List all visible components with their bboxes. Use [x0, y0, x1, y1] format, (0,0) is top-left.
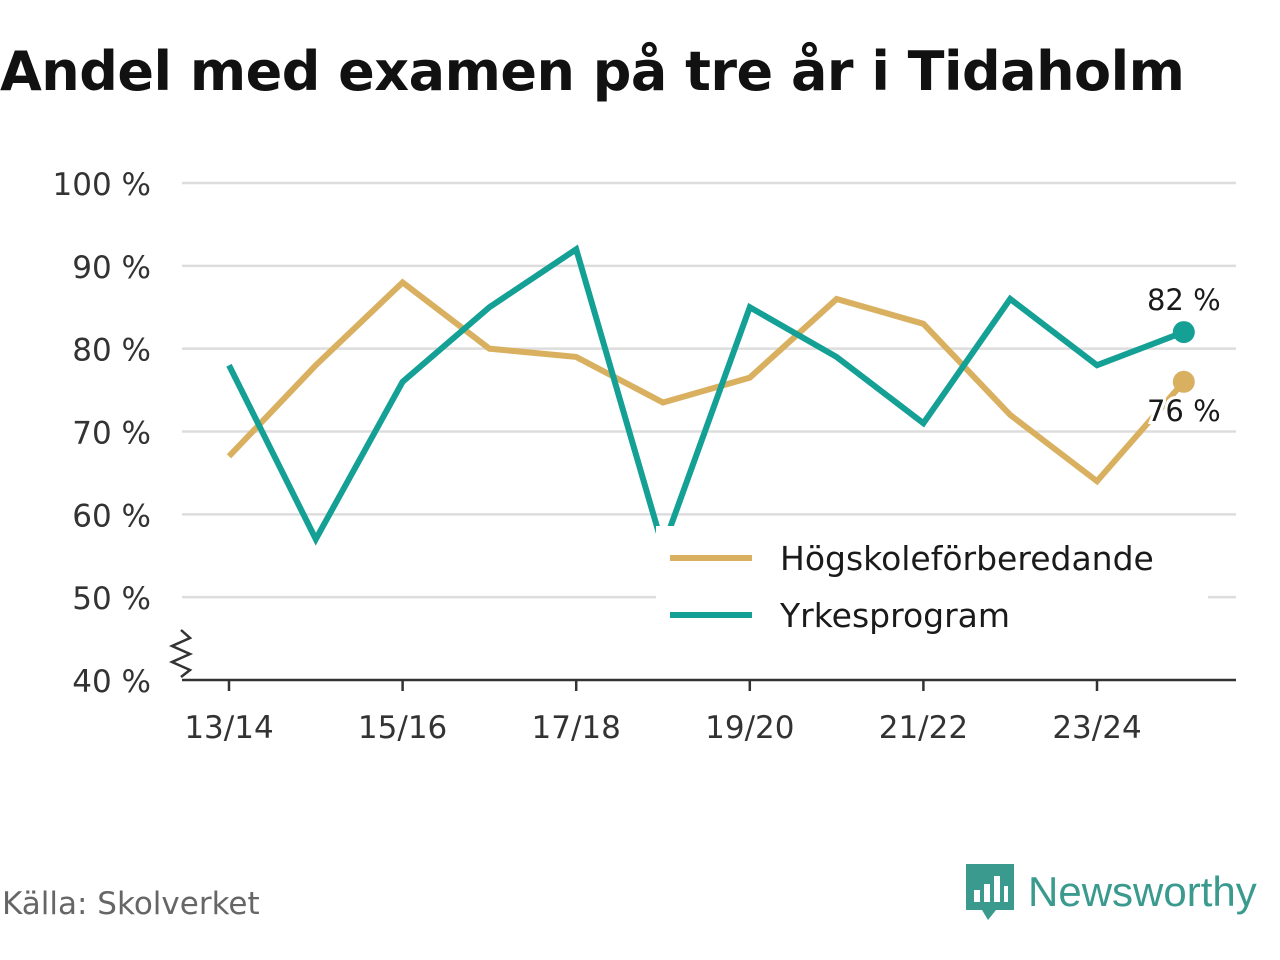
legend-background — [656, 526, 1208, 648]
y-tick-label: 60 % — [72, 498, 151, 534]
x-tick-label: 23/24 — [1052, 710, 1141, 746]
x-tick-label: 15/16 — [358, 710, 447, 746]
end-label-yrkesprogram: 82 % — [1147, 283, 1221, 317]
y-tick-label: 40 % — [72, 664, 151, 700]
end-label-hogskoleforberedande: 76 % — [1147, 394, 1221, 428]
y-tick-label: 90 % — [72, 250, 151, 286]
y-tick-label: 80 % — [72, 333, 151, 369]
page-title: Andel med examen på tre år i Tidaholm — [0, 40, 1185, 103]
y-tick-labels: 40 % 50 % 60 % 70 % 80 % 90 % 100 % — [53, 167, 151, 700]
x-tick-label: 17/18 — [532, 710, 621, 746]
series-line-hogskoleforberedande — [226, 278, 1187, 486]
series-endpoint — [1172, 321, 1195, 344]
x-tick-label: 21/22 — [879, 710, 968, 746]
y-tick-label: 70 % — [72, 416, 151, 452]
brand-logo: Newsworthy — [964, 862, 1257, 922]
series-endpoint — [1172, 370, 1195, 393]
series-lines — [226, 244, 1195, 558]
x-tick-label: 13/14 — [184, 710, 273, 746]
x-tick-label: 19/20 — [705, 710, 794, 746]
axes — [168, 629, 1236, 691]
x-tick-labels: 13/14 15/16 17/18 19/20 21/22 23/24 — [184, 710, 1141, 746]
y-tick-label: 100 % — [53, 167, 151, 203]
y-tick-label: 50 % — [72, 581, 151, 617]
newsworthy-logo-icon — [966, 864, 1014, 920]
grid-lines — [182, 181, 1236, 599]
source-note: Källa: Skolverket — [2, 886, 260, 922]
axis-break-icon — [168, 629, 194, 678]
legend-label-yrkes: Yrkesprogram — [779, 596, 1010, 635]
legend: Högskoleförberedande Yrkesprogram — [656, 526, 1208, 648]
series-line-yrkesprogram — [226, 244, 1185, 558]
legend-label-hogskole: Högskoleförberedande — [780, 539, 1154, 578]
brand-name: Newsworthy — [1028, 868, 1257, 915]
end-labels: 76 % 82 % — [1144, 280, 1224, 431]
